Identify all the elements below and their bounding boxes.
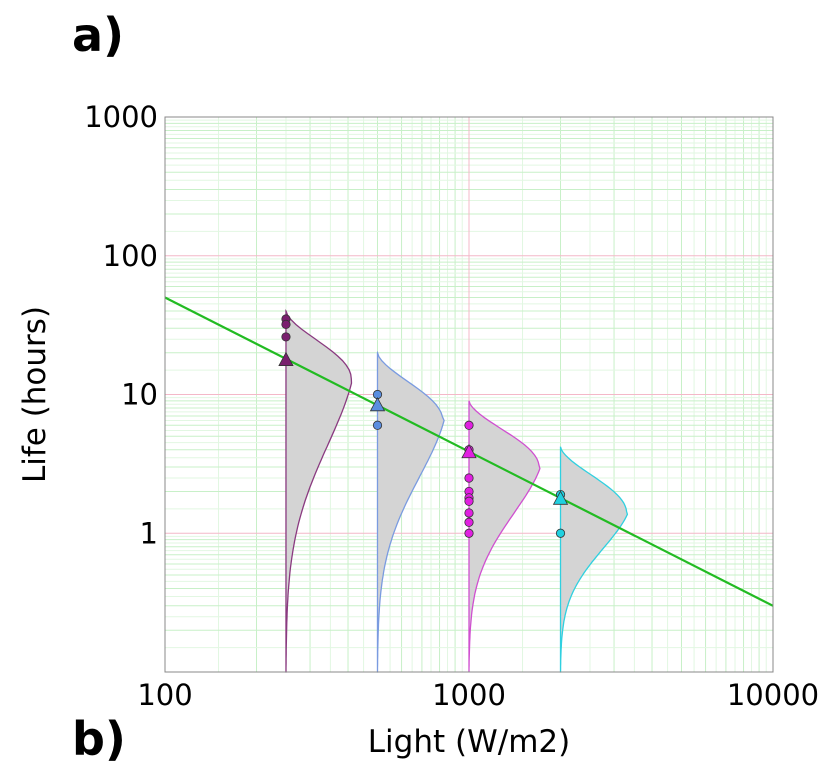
data-points xyxy=(278,314,569,538)
pdf-curve xyxy=(559,446,629,673)
failure-point xyxy=(464,473,474,483)
failure-point xyxy=(464,528,474,538)
failure-point xyxy=(372,420,383,430)
mean-triangle xyxy=(461,443,477,459)
pdf-curve xyxy=(376,350,445,673)
failure-point xyxy=(281,319,291,330)
x-tick-label: 10000 xyxy=(727,678,819,712)
x-tick-labels: 100 1000 10000 xyxy=(137,678,819,712)
plot-frame xyxy=(164,116,774,673)
y-axis-label: Life (hours) xyxy=(17,306,53,483)
x-tick-label: 1000 xyxy=(432,678,506,712)
y-tick-labels: 1 10 100 1000 xyxy=(84,100,158,550)
y-tick-label: 1 xyxy=(140,516,158,550)
y-tick-label: 1000 xyxy=(84,100,158,134)
y-tick-label: 100 xyxy=(103,239,158,273)
failure-point xyxy=(555,528,566,538)
x-axis-label: Light (W/m2) xyxy=(368,724,570,760)
mean-triangle xyxy=(552,490,569,505)
pdf-curve xyxy=(468,400,541,672)
failure-point xyxy=(464,420,474,430)
failure-point xyxy=(464,496,474,506)
mean-triangle xyxy=(278,351,294,366)
y-tick-label: 10 xyxy=(121,378,158,412)
panel-label-a: a) xyxy=(72,8,125,62)
mean-triangle xyxy=(369,396,386,412)
failure-point xyxy=(281,332,291,342)
failure-point xyxy=(464,508,474,518)
panel-label-b: b) xyxy=(72,712,126,766)
pdf-curve xyxy=(285,308,353,673)
pdf-curves xyxy=(285,308,629,673)
failure-point xyxy=(464,517,474,527)
x-tick-label: 100 xyxy=(137,678,192,712)
